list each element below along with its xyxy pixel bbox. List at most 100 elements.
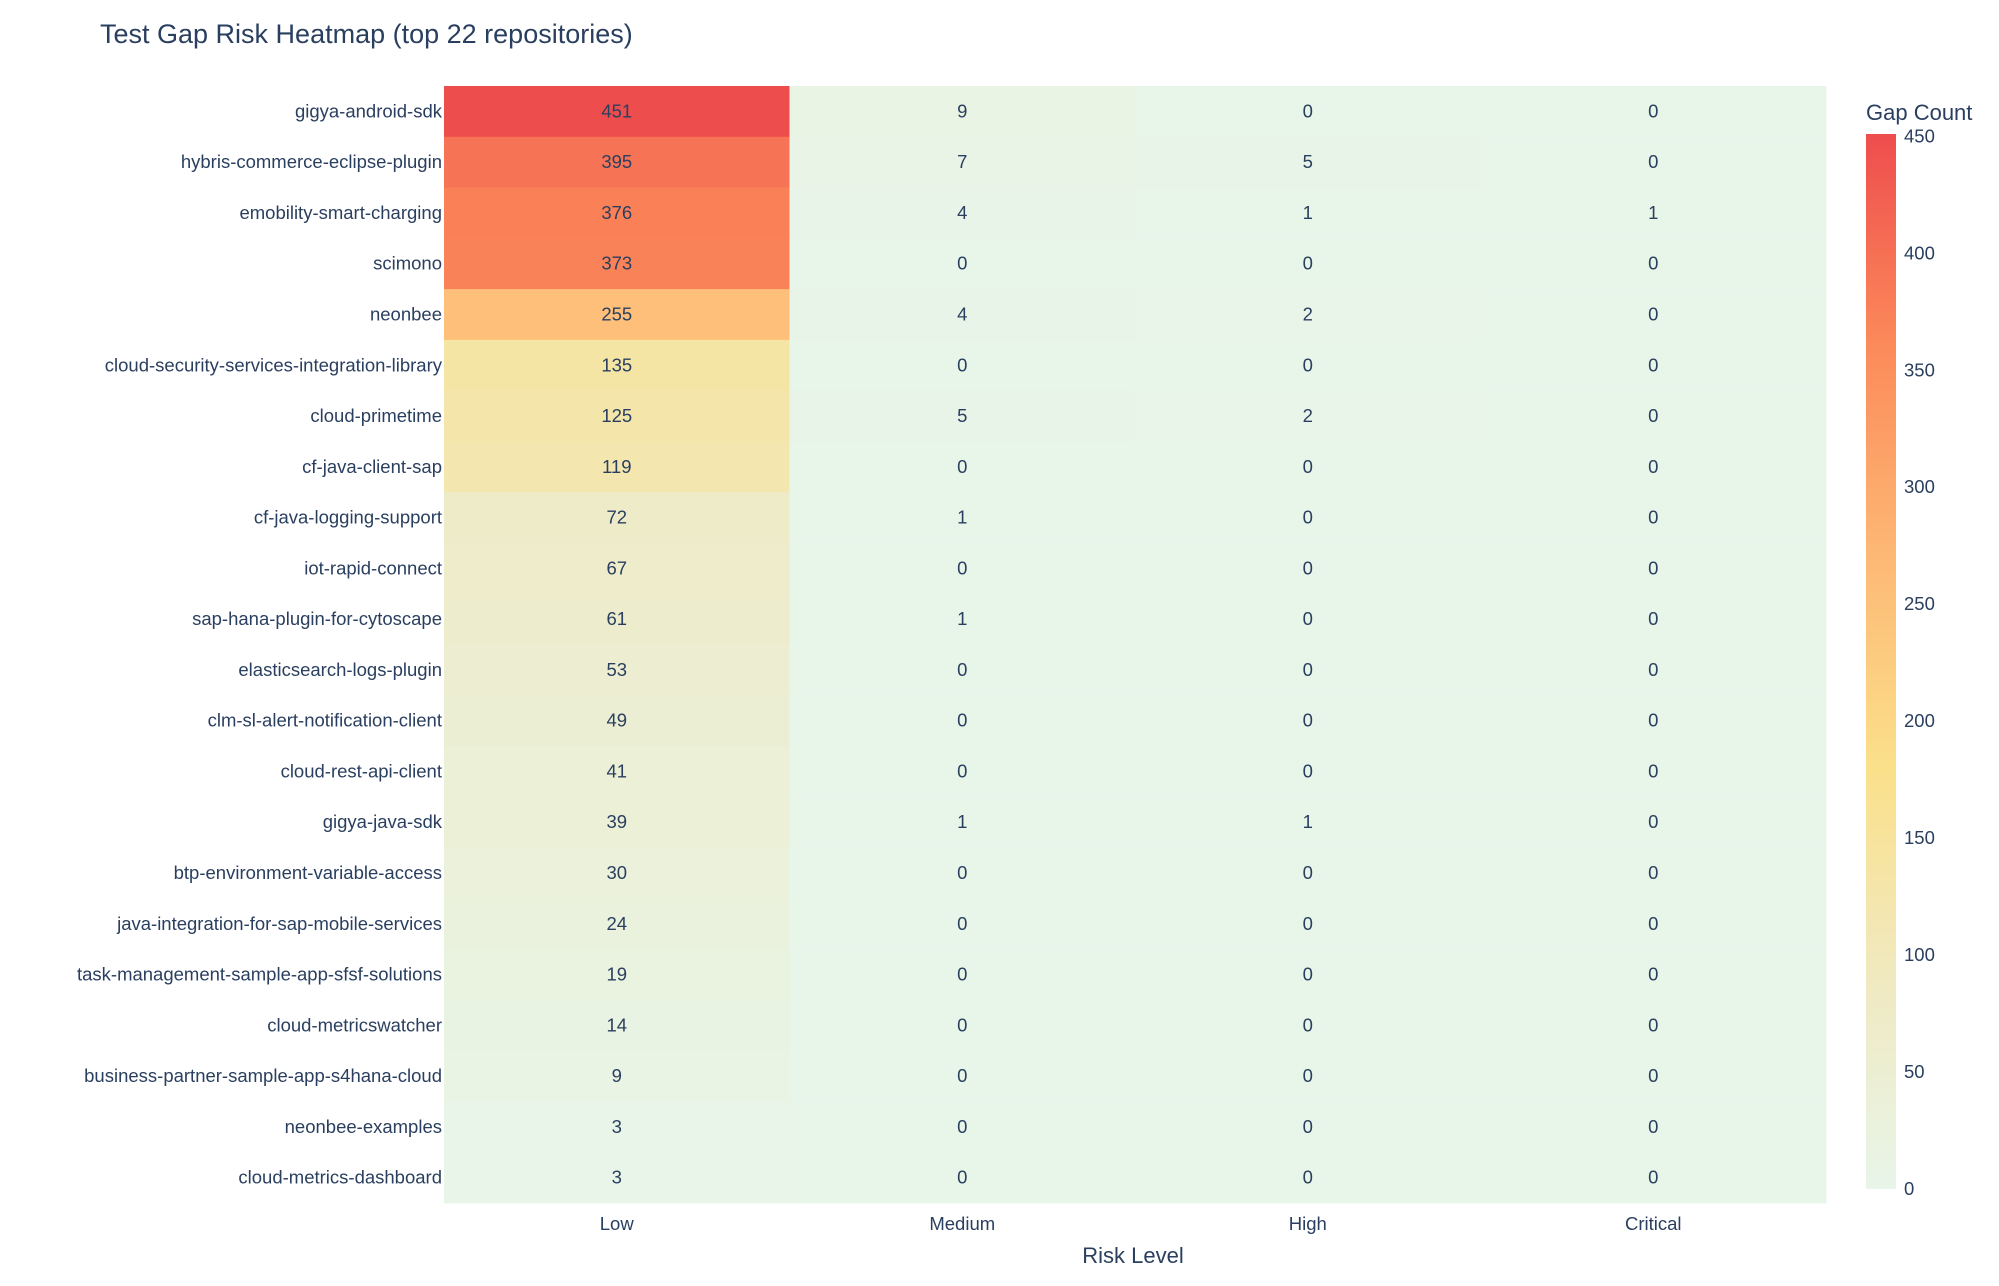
x-tick-label: Low [600, 1213, 635, 1234]
heatmap-cell [444, 492, 790, 544]
cell-value-label: 3 [612, 1116, 622, 1137]
heatmap-cell [1135, 898, 1481, 950]
cell-value-label: 1 [957, 811, 967, 832]
chart-title: Test Gap Risk Heatmap (top 22 repositori… [100, 19, 633, 49]
y-tick-label: cloud-primetime [310, 405, 442, 426]
colorbar-tick-label: 300 [1904, 476, 1935, 497]
heatmap-cell [1480, 86, 1827, 138]
heatmap-cell [444, 289, 790, 341]
cell-value-label: 0 [1303, 100, 1313, 121]
heatmap-cell [1135, 695, 1481, 747]
cell-value-label: 0 [1303, 608, 1313, 629]
colorbar-tick-label: 0 [1904, 1178, 1914, 1199]
heatmap-cell [444, 1101, 790, 1153]
x-axis-title: Risk Level [1082, 1243, 1183, 1268]
cell-value-label: 0 [957, 557, 967, 578]
heatmap-cell [444, 796, 790, 849]
heatmap-cell [789, 999, 1136, 1052]
colorbar-tick-label: 50 [1904, 1061, 1925, 1082]
x-tick-label: Medium [929, 1213, 995, 1234]
heatmap-cell [1480, 289, 1827, 341]
cell-value-label: 0 [957, 964, 967, 985]
cell-value-label: 0 [1648, 405, 1658, 426]
cell-value-label: 2 [1303, 303, 1313, 324]
heatmap-cell [444, 847, 790, 899]
cell-value-label: 41 [606, 760, 627, 781]
cell-value-label: 395 [601, 151, 632, 172]
heatmap-cell [1480, 136, 1827, 189]
colorbar-tick-label: 250 [1904, 593, 1935, 614]
heatmap-cell [1480, 1050, 1827, 1102]
heatmap-cell [444, 593, 790, 645]
heatmap-cell [444, 542, 790, 595]
heatmap-cell [444, 441, 790, 493]
y-tick-label: gigya-java-sdk [323, 811, 443, 832]
y-tick-label: java-integration-for-sap-mobile-services [116, 913, 442, 934]
heatmap-cell [789, 746, 1136, 798]
colorbar [1866, 134, 1896, 1189]
heatmap-cell [444, 390, 790, 442]
heatmap-cell [1135, 1101, 1481, 1153]
heatmap-cell [1480, 593, 1827, 645]
cell-value-label: 0 [957, 710, 967, 731]
cell-value-label: 61 [606, 608, 627, 629]
cell-value-label: 0 [957, 456, 967, 477]
heatmap-cell [444, 898, 790, 950]
cell-value-label: 125 [601, 405, 632, 426]
cell-value-label: 0 [1303, 456, 1313, 477]
cell-value-label: 1 [957, 507, 967, 528]
cell-value-label: 0 [1648, 1116, 1658, 1137]
colorbar-tick-label: 150 [1904, 827, 1935, 848]
colorbar-tick-label: 200 [1904, 710, 1935, 731]
heatmap-cell [789, 136, 1136, 189]
heatmap-cell [789, 1050, 1136, 1102]
heatmap-cell [444, 136, 790, 189]
heatmap-cell [789, 542, 1136, 595]
heatmap-cell [789, 492, 1136, 544]
cell-value-label: 4 [957, 202, 967, 223]
cell-value-label: 0 [1303, 964, 1313, 985]
heatmap-cell [1135, 644, 1481, 696]
heatmap-cell [789, 1101, 1136, 1153]
heatmap-cell [1480, 1101, 1827, 1153]
cell-value-label: 49 [606, 710, 627, 731]
heatmap-cell [1480, 695, 1827, 747]
cell-value-label: 9 [957, 100, 967, 121]
cell-value-label: 0 [1303, 913, 1313, 934]
cell-value-label: 0 [1648, 557, 1658, 578]
cell-value-label: 67 [606, 557, 627, 578]
cell-value-label: 0 [1303, 253, 1313, 274]
cell-value-label: 451 [601, 100, 632, 121]
y-tick-label: cloud-security-services-integration-libr… [105, 354, 443, 375]
heatmap-cell [444, 949, 790, 1001]
heatmap-cell [444, 644, 790, 696]
heatmap-cell [444, 86, 790, 138]
colorbar-tick-label: 450 [1904, 125, 1935, 146]
heatmap-cell [444, 1152, 790, 1204]
heatmap-cell [1135, 746, 1481, 798]
heatmap-cell [1480, 238, 1827, 290]
cell-value-label: 0 [1303, 760, 1313, 781]
cell-value-label: 0 [1648, 354, 1658, 375]
colorbar-tick-label: 350 [1904, 359, 1935, 380]
cell-value-label: 0 [1648, 811, 1658, 832]
colorbar-title: Gap Count [1866, 100, 1972, 125]
heatmap-cell [1480, 949, 1827, 1001]
heatmap-cell [789, 644, 1136, 696]
cell-value-label: 0 [1303, 1065, 1313, 1086]
heatmap-cell [1480, 390, 1827, 442]
cell-value-label: 0 [1648, 1065, 1658, 1086]
heatmap-cell [1135, 949, 1481, 1001]
cell-value-label: 1 [1648, 202, 1658, 223]
cell-value-label: 0 [1303, 1167, 1313, 1188]
heatmap-cell [1480, 187, 1827, 239]
cell-value-label: 0 [1648, 456, 1658, 477]
heatmap-cell [1135, 999, 1481, 1052]
cell-value-label: 0 [957, 1065, 967, 1086]
heatmap-cell [444, 187, 790, 239]
heatmap-cell [1135, 847, 1481, 899]
heatmap-cell [1480, 542, 1827, 595]
cell-value-label: 0 [1303, 507, 1313, 528]
cell-value-label: 0 [1648, 913, 1658, 934]
